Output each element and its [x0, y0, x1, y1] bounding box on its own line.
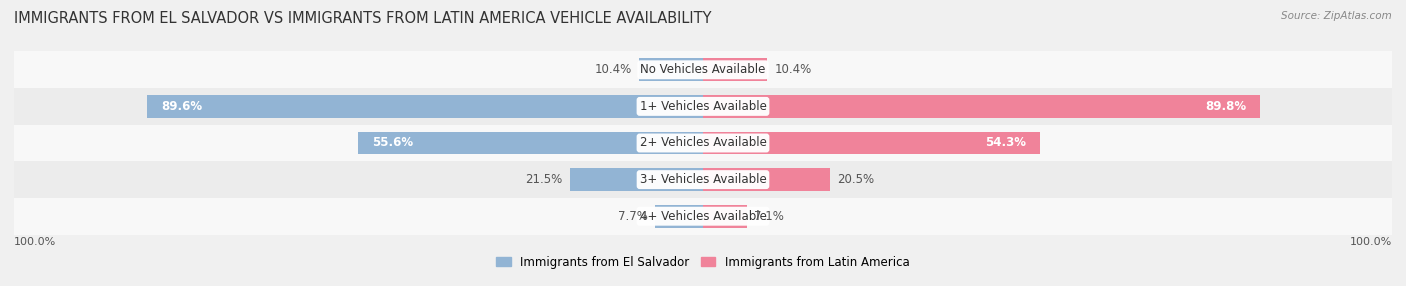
Text: 2+ Vehicles Available: 2+ Vehicles Available [640, 136, 766, 150]
Bar [359, 132, 703, 154]
Text: 55.6%: 55.6% [373, 136, 413, 150]
Bar [703, 168, 830, 191]
Bar [14, 125, 1392, 161]
Text: 89.6%: 89.6% [162, 100, 202, 113]
Bar [148, 95, 703, 118]
Text: 7.7%: 7.7% [619, 210, 648, 223]
Bar [655, 205, 703, 228]
Bar [14, 198, 1392, 235]
Text: 20.5%: 20.5% [837, 173, 875, 186]
Text: 100.0%: 100.0% [1350, 237, 1392, 247]
Bar [14, 161, 1392, 198]
Text: 54.3%: 54.3% [986, 136, 1026, 150]
Bar [703, 132, 1039, 154]
Bar [569, 168, 703, 191]
Text: IMMIGRANTS FROM EL SALVADOR VS IMMIGRANTS FROM LATIN AMERICA VEHICLE AVAILABILIT: IMMIGRANTS FROM EL SALVADOR VS IMMIGRANT… [14, 11, 711, 26]
Text: No Vehicles Available: No Vehicles Available [640, 63, 766, 76]
Bar [703, 58, 768, 81]
Text: 10.4%: 10.4% [775, 63, 811, 76]
Legend: Immigrants from El Salvador, Immigrants from Latin America: Immigrants from El Salvador, Immigrants … [496, 256, 910, 269]
Text: 3+ Vehicles Available: 3+ Vehicles Available [640, 173, 766, 186]
Text: 89.8%: 89.8% [1205, 100, 1246, 113]
Bar [638, 58, 703, 81]
Text: 21.5%: 21.5% [526, 173, 562, 186]
Bar [703, 95, 1260, 118]
Text: 10.4%: 10.4% [595, 63, 631, 76]
Bar [14, 88, 1392, 125]
Text: 1+ Vehicles Available: 1+ Vehicles Available [640, 100, 766, 113]
Text: Source: ZipAtlas.com: Source: ZipAtlas.com [1281, 11, 1392, 21]
Text: 7.1%: 7.1% [754, 210, 783, 223]
Bar [703, 205, 747, 228]
Text: 4+ Vehicles Available: 4+ Vehicles Available [640, 210, 766, 223]
Bar [14, 51, 1392, 88]
Text: 100.0%: 100.0% [14, 237, 56, 247]
